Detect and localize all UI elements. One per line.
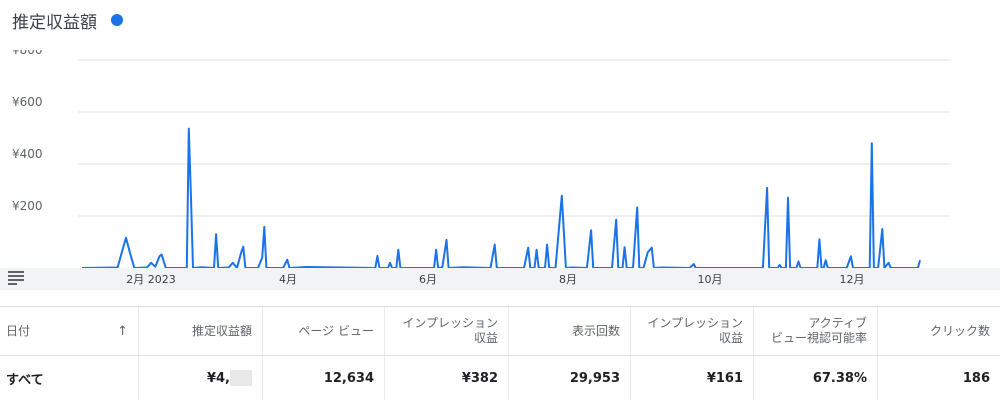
total-impression-revenue-2: ¥161 xyxy=(706,370,743,386)
report-table: 日付 ↑ 推定収益額 ページ ビュー インプレッション収益 表示回数 インプレッ… xyxy=(0,306,1000,400)
total-impressions-cell: 29,953 xyxy=(508,356,630,400)
x-tick-label: 10月 xyxy=(697,273,723,286)
col-header-page-views[interactable]: ページ ビュー xyxy=(262,307,384,355)
table-header-row: 日付 ↑ 推定収益額 ページ ビュー インプレッション収益 表示回数 インプレッ… xyxy=(0,307,1000,356)
col-header-active-view-line1: アクティブ xyxy=(808,316,867,330)
col-header-est-revenue[interactable]: 推定収益額 xyxy=(138,307,262,355)
x-tick-label: 6月 xyxy=(419,273,437,286)
total-label-cell: すべて xyxy=(0,356,138,400)
x-tick-label: 2月 2023 xyxy=(126,273,176,286)
col-header-active-view-line2: ビュー視認可能率 xyxy=(770,331,867,345)
total-est-revenue-cell: ¥4, xyxy=(138,356,262,400)
col-header-date[interactable]: 日付 ↑ xyxy=(0,307,138,355)
total-impression-revenue: ¥382 xyxy=(461,370,498,386)
col-header-est-revenue-label: 推定収益額 xyxy=(191,323,252,338)
col-header-page-views-label: ページ ビュー xyxy=(298,323,374,338)
col-header-impression-revenue-2[interactable]: インプレッション収益 xyxy=(630,307,753,355)
sort-ascending-icon[interactable]: ↑ xyxy=(117,323,128,339)
total-active-view-cell: 67.38% xyxy=(753,356,877,400)
revenue-series-line[interactable] xyxy=(81,127,921,269)
y-tick-label: ¥400 xyxy=(12,147,43,161)
y-tick-label: ¥200 xyxy=(12,199,43,213)
menu-icon[interactable] xyxy=(8,271,24,285)
total-clicks-cell: 186 xyxy=(877,356,1000,400)
x-tick-label: 12月 xyxy=(839,273,865,286)
x-tick-label: 8月 xyxy=(559,273,577,286)
total-impression-revenue-2-cell: ¥161 xyxy=(630,356,753,400)
total-impressions: 29,953 xyxy=(569,370,620,386)
x-tick-label: 4月 xyxy=(279,273,297,286)
col-header-impressions[interactable]: 表示回数 xyxy=(508,307,630,355)
y-tick-label: ¥600 xyxy=(12,95,43,109)
total-clicks: 186 xyxy=(962,370,990,386)
total-label: すべて xyxy=(6,372,44,388)
col-header-impressions-label: 表示回数 xyxy=(571,323,620,338)
col-header-active-view[interactable]: アクティブ ビュー視認可能率 xyxy=(753,307,877,355)
col-header-impression-revenue-2-label: インプレッション収益 xyxy=(647,316,743,345)
total-page-views-cell: 12,634 xyxy=(262,356,384,400)
col-header-impression-revenue-label: インプレッション収益 xyxy=(402,316,498,345)
col-header-clicks-label: クリック数 xyxy=(929,323,990,338)
total-active-view: 67.38% xyxy=(812,370,867,386)
chart-title: 推定収益額 xyxy=(12,12,97,33)
col-header-impression-revenue[interactable]: インプレッション収益 xyxy=(384,307,508,355)
chart-title-row: 推定収益額 xyxy=(12,6,123,34)
total-page-views: 12,634 xyxy=(323,370,374,386)
redacted-block xyxy=(230,370,252,386)
col-header-active-view-label: アクティブ ビュー視認可能率 xyxy=(771,316,867,346)
revenue-chart-svg: ¥800 ¥600 ¥400 ¥200 xyxy=(12,50,950,269)
table-total-row: すべて ¥4, 12,634 ¥382 29,953 ¥161 67.38% 1… xyxy=(0,356,1000,400)
col-header-date-label: 日付 xyxy=(6,323,31,338)
total-impression-revenue-cell: ¥382 xyxy=(384,356,508,400)
chart-axis-strip xyxy=(0,268,1000,290)
y-tick-label: ¥800 xyxy=(12,50,43,57)
revenue-chart[interactable]: ¥800 ¥600 ¥400 ¥200 xyxy=(0,50,1000,290)
col-header-clicks[interactable]: クリック数 xyxy=(877,307,1000,355)
total-est-revenue: ¥4, xyxy=(206,370,230,386)
series-legend-dot[interactable] xyxy=(111,14,123,26)
